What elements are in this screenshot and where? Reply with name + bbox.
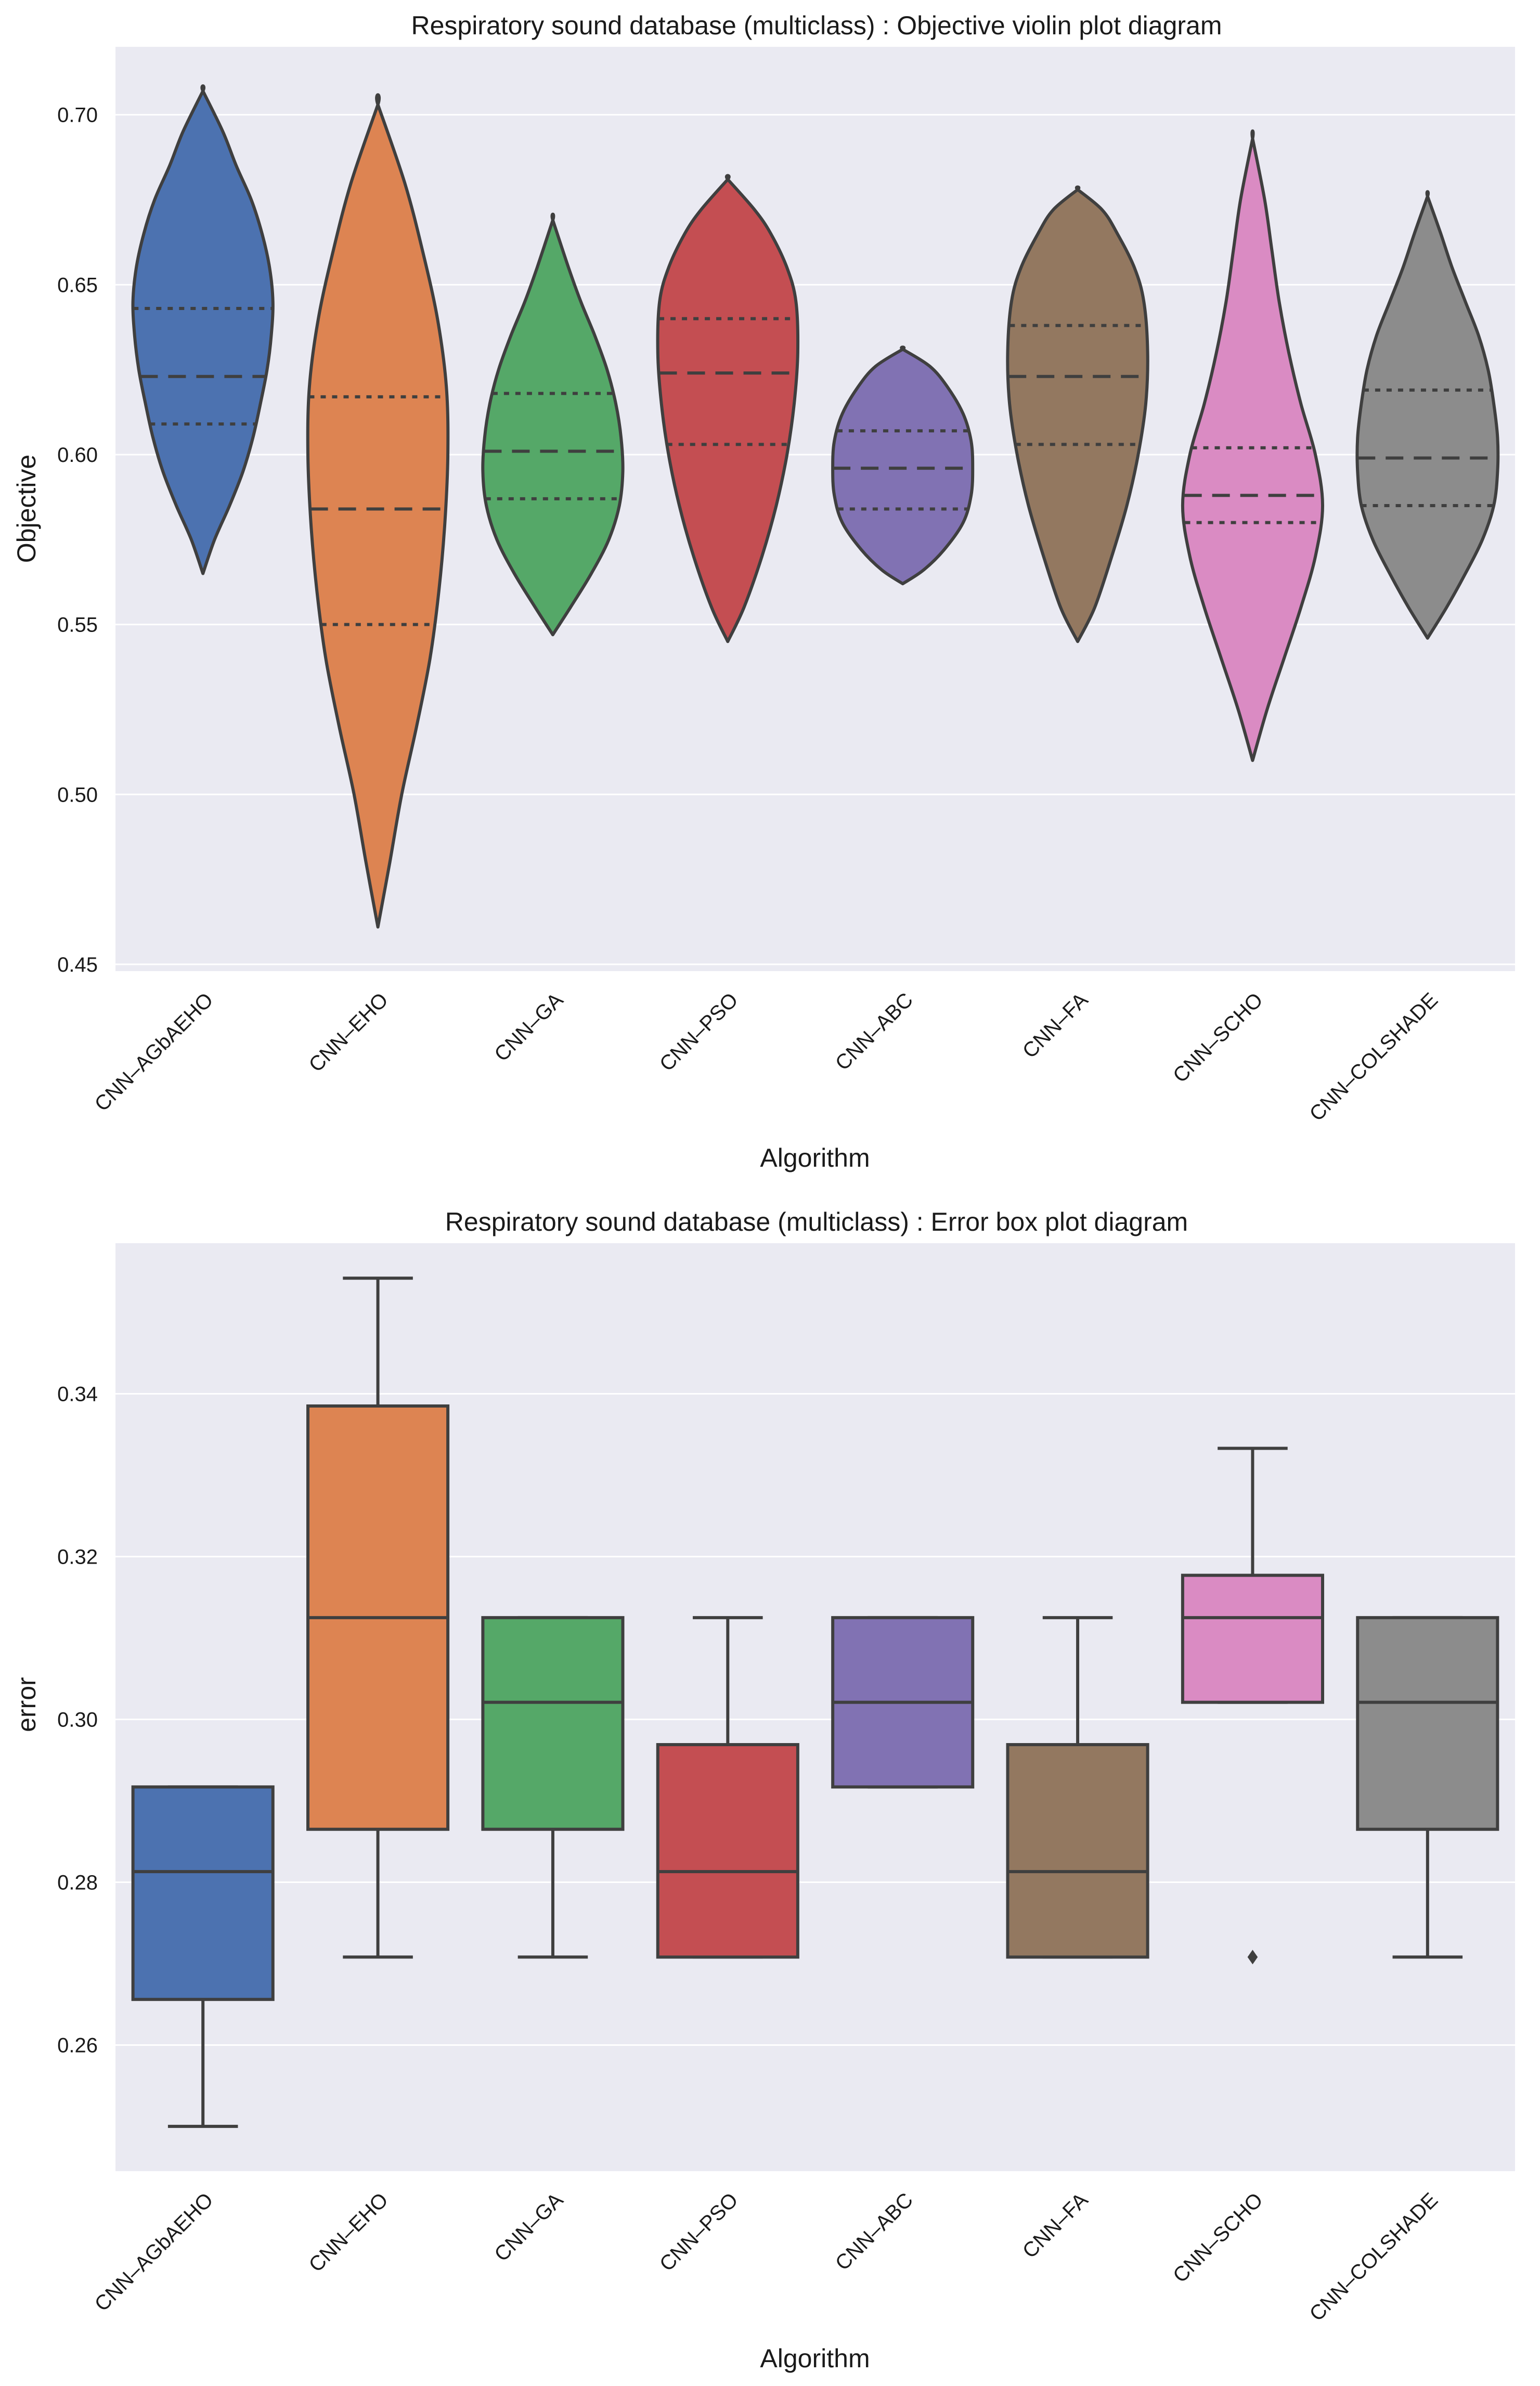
violin-y-tick-label: 0.60 <box>57 444 98 467</box>
box-x-tick-label: CNN–SCHO <box>1169 2188 1267 2287</box>
violin-x-axis-label: Algorithm <box>760 1143 870 1172</box>
violin-x-tick-label: CNN–SCHO <box>1169 988 1267 1087</box>
box-x-tick-label: CNN–COLSHADE <box>1305 2188 1442 2326</box>
box-y-tick-label: 0.30 <box>57 1708 98 1731</box>
violin-title: Respiratory sound database (multiclass) … <box>411 11 1222 40</box>
box-title: Respiratory sound database (multiclass) … <box>445 1207 1188 1236</box>
box-x-axis-label: Algorithm <box>760 2344 870 2373</box>
box-body <box>133 1787 273 1999</box>
box-y-tick-label: 0.26 <box>57 2034 98 2057</box>
box-body <box>1183 1575 1323 1702</box>
violin-x-tick-label: CNN–GA <box>490 988 567 1066</box>
violin-y-tick-label: 0.45 <box>57 953 98 976</box>
box-y-tick-label: 0.28 <box>57 1871 98 1894</box>
violin-x-tick-label: CNN–AGbAEHO <box>90 988 218 1116</box>
box-x-tick-label: CNN–AGbAEHO <box>90 2188 218 2316</box>
figure: Respiratory sound database (multiclass) … <box>0 0 1540 2386</box>
violin-x-tick-label: CNN–EHO <box>305 988 393 1076</box>
box-body <box>483 1618 623 1829</box>
box-body <box>658 1745 798 1957</box>
violin-panel: Respiratory sound database (multiclass) … <box>12 11 1515 1172</box>
box-x-ticks: CNN–AGbAEHO CNN–EHO CNN–GA CNN–PSO CNN–A… <box>90 2188 1443 2326</box>
box-x-tick-label: CNN–ABC <box>831 2188 917 2275</box>
violin-y-tick-label: 0.70 <box>57 104 98 127</box>
box-y-tick-label: 0.34 <box>57 1383 98 1406</box>
violin-y-ticks: 0.45 0.50 0.55 0.60 0.65 0.70 <box>57 104 98 976</box>
violin-x-tick-label: CNN–ABC <box>831 988 917 1075</box>
box-panel: Respiratory sound database (multiclass) … <box>12 1207 1515 2373</box>
box-y-ticks: 0.26 0.28 0.30 0.32 0.34 <box>57 1383 98 2057</box>
box-y-tick-label: 0.32 <box>57 1545 98 1568</box>
violin-y-tick-label: 0.55 <box>57 614 98 637</box>
box-x-tick-label: CNN–FA <box>1018 2188 1093 2263</box>
box-y-axis-label: error <box>12 1677 41 1732</box>
violin-x-tick-label: CNN–FA <box>1018 988 1093 1063</box>
violin-x-tick-label: CNN–PSO <box>655 988 743 1076</box>
box-x-tick-label: CNN–PSO <box>655 2188 743 2276</box>
violin-x-ticks: CNN–AGbAEHO CNN–EHO CNN–GA CNN–PSO CNN–A… <box>90 988 1443 1126</box>
box-body <box>1008 1745 1148 1957</box>
box-body <box>1357 1618 1497 1829</box>
box-x-tick-label: CNN–EHO <box>305 2188 393 2276</box>
violin-y-tick-label: 0.50 <box>57 783 98 806</box>
violin-y-tick-label: 0.65 <box>57 274 98 296</box>
violin-y-axis-label: Objective <box>12 455 41 563</box>
box-x-tick-label: CNN–GA <box>490 2188 567 2266</box>
violin-x-tick-label: CNN–COLSHADE <box>1305 988 1442 1126</box>
